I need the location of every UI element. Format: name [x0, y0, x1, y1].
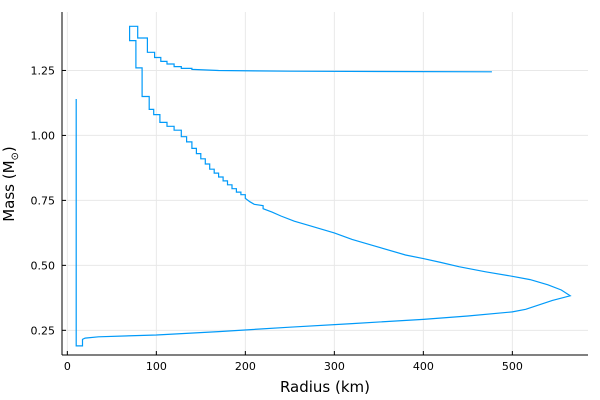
y-tick-label: 0.25 [31, 324, 56, 337]
y-axis-title-suffix: ) [0, 146, 18, 152]
series-layer [75, 25, 572, 347]
x-tick-label: 500 [502, 360, 523, 373]
axes [61, 12, 588, 356]
x-axis-title: Radius (km) [280, 378, 370, 396]
x-tick-label: 300 [324, 360, 345, 373]
y-tick-label: 1.00 [31, 129, 56, 142]
ticks: 0 100 200 300 400 500 0.25 0.50 0.75 1.00 1.25 [31, 64, 523, 373]
y-tick-label: 1.25 [31, 64, 56, 77]
mass-radius-line [75, 25, 572, 347]
y-tick-label: 0.75 [31, 194, 56, 207]
x-tick-label: 100 [146, 360, 167, 373]
y-axis-title-symbol: ⊙ [10, 152, 21, 160]
x-tick-label: 200 [235, 360, 256, 373]
x-tick-label: 0 [64, 360, 71, 373]
y-axis-title: Mass (M⊙) [0, 146, 21, 222]
x-tick-label: 400 [413, 360, 434, 373]
grid [62, 12, 588, 355]
y-tick-label: 0.50 [31, 259, 56, 272]
y-axis-title-main: Mass (M [0, 160, 18, 221]
